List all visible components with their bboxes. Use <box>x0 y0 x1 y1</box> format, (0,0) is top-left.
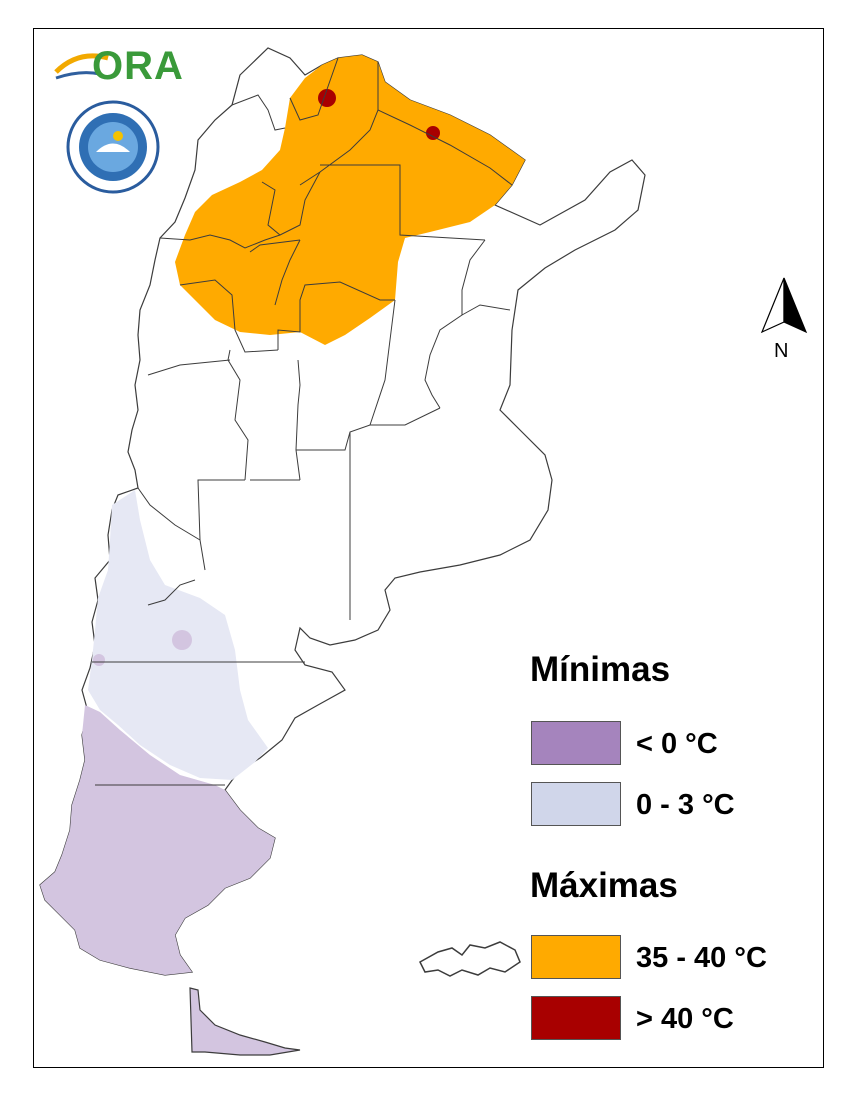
provincial-boundaries <box>92 57 513 786</box>
legend-swatch-maximas-above-40 <box>531 996 621 1040</box>
spot-maximas-above-40-2 <box>426 126 440 140</box>
ora-logo <box>54 53 109 80</box>
spot-minimas-below-0-2 <box>93 654 105 666</box>
spot-minimas-below-0-1 <box>172 630 192 650</box>
legend-label-maximas-35-40: 35 - 40 °C <box>636 942 767 974</box>
smn-logo <box>66 100 160 194</box>
legend-title-maximas: Máximas <box>530 866 678 905</box>
legend-swatch-minimas-below-0 <box>531 721 621 765</box>
region-minimas-below-0 <box>40 705 275 975</box>
legend-title-minimas: Mínimas <box>530 650 671 689</box>
spot-maximas-above-40-1 <box>318 89 336 107</box>
north-arrow <box>760 277 808 334</box>
legend-swatch-maximas-35-40 <box>531 935 621 979</box>
north-arrow-label: N <box>774 340 789 362</box>
region-maximas-35-40 <box>175 55 525 345</box>
legend-label-minimas-0-3: 0 - 3 °C <box>636 789 735 821</box>
legend-label-maximas-above-40: > 40 °C <box>636 1003 734 1035</box>
islas-malvinas <box>419 941 521 977</box>
legend-label-minimas-below-0: < 0 °C <box>636 728 718 760</box>
legend-swatch-minimas-0-3 <box>531 782 621 826</box>
tierra-del-fuego <box>189 987 301 1056</box>
ora-logo-text: ORA <box>92 44 184 88</box>
